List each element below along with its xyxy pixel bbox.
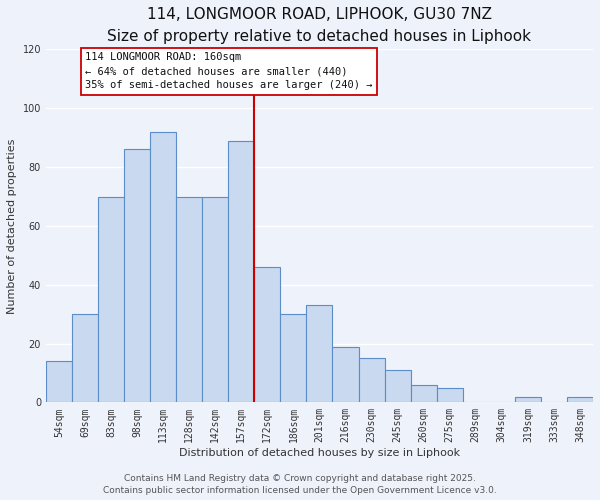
- Bar: [410, 384, 437, 402]
- Bar: [280, 314, 307, 402]
- Bar: [385, 370, 410, 402]
- Bar: [359, 358, 385, 403]
- X-axis label: Distribution of detached houses by size in Liphook: Distribution of detached houses by size …: [179, 448, 460, 458]
- Bar: [254, 267, 280, 402]
- Bar: [98, 196, 124, 402]
- Bar: [332, 346, 359, 403]
- Text: Contains HM Land Registry data © Crown copyright and database right 2025.
Contai: Contains HM Land Registry data © Crown c…: [103, 474, 497, 495]
- Text: 114 LONGMOOR ROAD: 160sqm
← 64% of detached houses are smaller (440)
35% of semi: 114 LONGMOOR ROAD: 160sqm ← 64% of detac…: [85, 52, 373, 90]
- Bar: [46, 361, 72, 403]
- Bar: [515, 396, 541, 402]
- Title: 114, LONGMOOR ROAD, LIPHOOK, GU30 7NZ
Size of property relative to detached hous: 114, LONGMOOR ROAD, LIPHOOK, GU30 7NZ Si…: [107, 7, 532, 44]
- Bar: [176, 196, 202, 402]
- Bar: [150, 132, 176, 402]
- Y-axis label: Number of detached properties: Number of detached properties: [7, 138, 17, 314]
- Bar: [307, 306, 332, 402]
- Bar: [124, 150, 150, 402]
- Bar: [72, 314, 98, 402]
- Bar: [437, 388, 463, 402]
- Bar: [228, 140, 254, 402]
- Bar: [202, 196, 228, 402]
- Bar: [567, 396, 593, 402]
